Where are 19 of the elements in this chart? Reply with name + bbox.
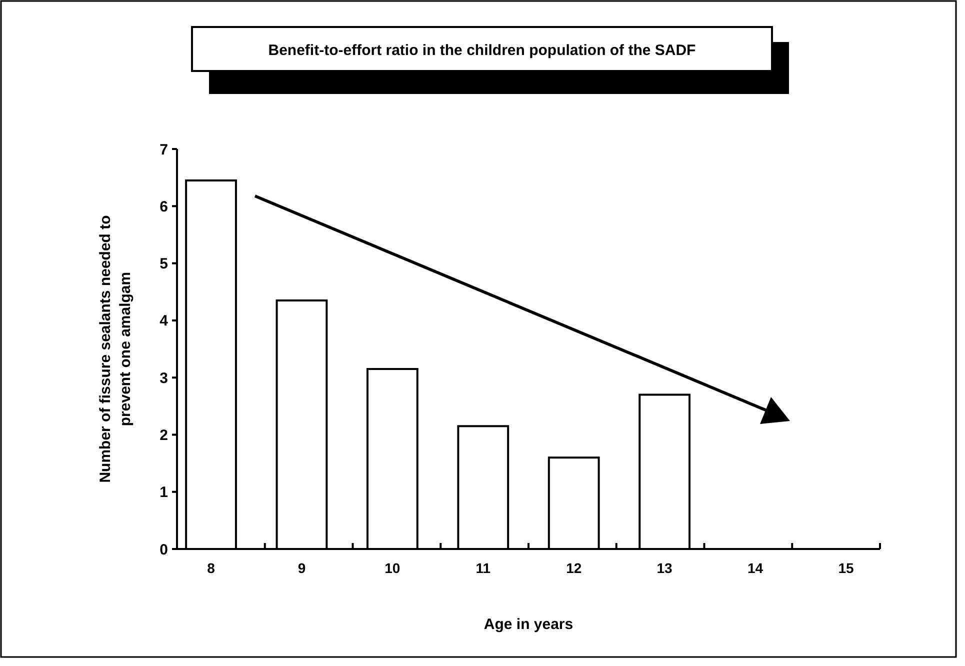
y-tick-label: 2: [160, 426, 168, 444]
y-tick-label: 3: [160, 370, 168, 387]
x-tick-label: 15: [838, 560, 854, 576]
x-tick-label: 13: [656, 560, 673, 576]
y-axis-title: Number of fissure sealants needed to prevent one amalgam: [97, 215, 134, 483]
x-tick-label: 12: [566, 560, 582, 576]
x-tick-label: 14: [747, 560, 764, 576]
x-axis-title: Age in years: [484, 616, 574, 633]
x-tick-label: 11: [476, 560, 491, 576]
x-tick-label: 8: [207, 560, 216, 576]
y-tick-label: 7: [160, 141, 168, 158]
x-tick-label: 9: [298, 560, 306, 576]
y-tick-label: 6: [160, 198, 168, 216]
y-tick-label: 4: [160, 312, 169, 330]
y-tick-label: 0: [160, 541, 168, 558]
chart-title: Benefit-to-effort ratio in the children population of the SADF: [268, 42, 696, 59]
y-tick-label: 1: [160, 484, 168, 502]
x-tick-label: 10: [384, 560, 400, 576]
y-tick-label: 5: [160, 256, 168, 273]
